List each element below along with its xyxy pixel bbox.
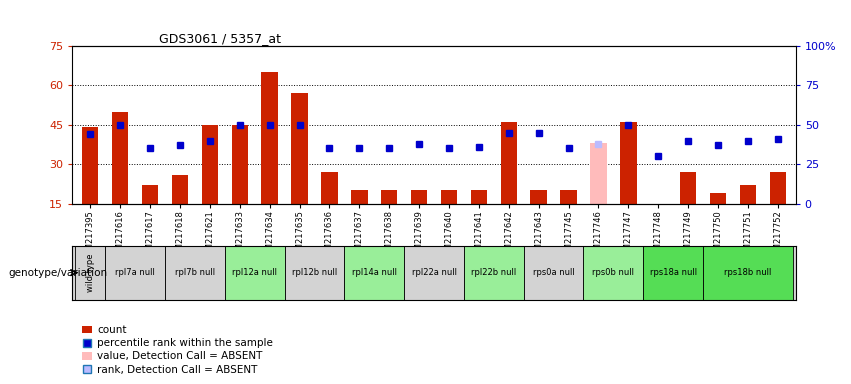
Bar	[523, 246, 584, 300]
Bar	[620, 122, 637, 204]
Bar	[165, 246, 225, 300]
Bar	[225, 246, 284, 300]
Bar	[703, 246, 792, 300]
Bar	[404, 246, 464, 300]
Text: GDS3061 / 5357_at: GDS3061 / 5357_at	[159, 32, 281, 45]
Bar	[530, 190, 547, 204]
Bar	[345, 246, 404, 300]
Bar	[284, 246, 345, 300]
Bar	[202, 125, 218, 204]
Text: rpl12a null: rpl12a null	[232, 268, 277, 277]
Bar	[172, 175, 188, 204]
Text: rpl7a null: rpl7a null	[115, 268, 155, 277]
Text: rps0b null: rps0b null	[592, 268, 634, 277]
Text: rps18b null: rps18b null	[724, 268, 772, 277]
Bar	[142, 185, 158, 204]
Text: rps18a null: rps18a null	[649, 268, 697, 277]
Bar	[464, 246, 523, 300]
Text: rps0a null: rps0a null	[533, 268, 574, 277]
Bar	[411, 190, 427, 204]
Bar	[500, 122, 517, 204]
Legend: count, percentile rank within the sample, value, Detection Call = ABSENT, rank, : count, percentile rank within the sample…	[77, 321, 277, 379]
Bar	[321, 172, 338, 204]
Bar	[82, 127, 99, 204]
Bar	[261, 72, 277, 204]
Bar	[591, 143, 607, 204]
Bar	[710, 193, 726, 204]
Bar	[291, 93, 308, 204]
Text: rpl22a null: rpl22a null	[412, 268, 456, 277]
Text: rpl14a null: rpl14a null	[351, 268, 397, 277]
Text: rpl12b null: rpl12b null	[292, 268, 337, 277]
Bar	[560, 190, 577, 204]
Bar	[381, 190, 397, 204]
Text: genotype/variation: genotype/variation	[9, 268, 107, 278]
Bar	[441, 190, 457, 204]
Bar	[769, 172, 786, 204]
Text: rpl22b null: rpl22b null	[471, 268, 517, 277]
Bar	[76, 246, 106, 300]
Bar	[584, 246, 643, 300]
Bar	[643, 246, 703, 300]
Text: wild type: wild type	[86, 253, 94, 292]
Bar	[351, 190, 368, 204]
Bar	[106, 246, 165, 300]
Bar	[740, 185, 756, 204]
Bar	[680, 172, 696, 204]
Bar	[112, 112, 129, 204]
Bar	[471, 190, 487, 204]
Bar	[231, 125, 248, 204]
Text: rpl7b null: rpl7b null	[174, 268, 215, 277]
